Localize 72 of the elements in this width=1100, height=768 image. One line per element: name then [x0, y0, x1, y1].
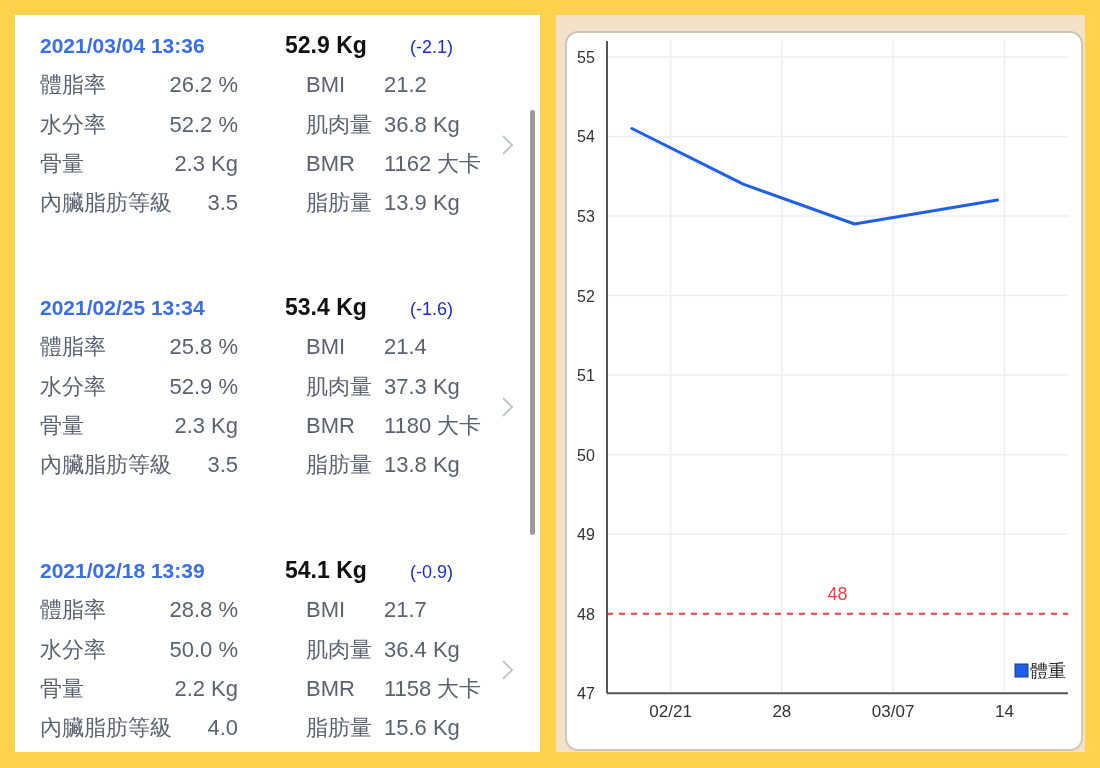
- text: 2021/03/04 13:36: [40, 34, 205, 57]
- text: BMR: [306, 150, 355, 176]
- y-tick-label: 54: [577, 128, 595, 146]
- text: 26.2 %: [169, 72, 238, 98]
- text: 水分率: [40, 111, 106, 137]
- x-tick-label: 14: [994, 702, 1014, 722]
- text: 54.1 Kg: [285, 557, 367, 583]
- text: 13.8 Kg: [384, 452, 460, 478]
- text: BMI: [306, 72, 346, 98]
- text: BMI: [306, 597, 346, 623]
- text: 1180 大卡: [384, 412, 482, 438]
- text: 52.2 %: [169, 111, 238, 137]
- text: 21.7: [384, 597, 427, 623]
- x-tick-label: 28: [772, 702, 792, 722]
- text: 50.0 %: [169, 636, 238, 662]
- text: (-0.9): [410, 562, 454, 582]
- text: 2021/02/25 13:34: [40, 296, 205, 319]
- text: 內臟脂肪等級: [40, 715, 172, 741]
- x-tick-label: 02/21: [649, 702, 692, 722]
- text: (-1.6): [410, 299, 454, 319]
- y-tick-label: 51: [577, 367, 595, 385]
- text: 13.9 Kg: [384, 190, 460, 216]
- text: 3.5: [207, 190, 238, 216]
- text: 2021/02/18 13:39: [40, 559, 205, 582]
- text: 體脂率: [40, 72, 106, 98]
- y-tick-label: 55: [577, 48, 595, 66]
- text: 52.9 Kg: [285, 32, 367, 58]
- text: (-2.1): [410, 37, 454, 57]
- text: BMR: [306, 412, 355, 438]
- text: 體脂率: [40, 597, 106, 623]
- text: 15.6 Kg: [384, 715, 460, 741]
- text: 肌肉量: [306, 373, 372, 399]
- text: 1162 大卡: [384, 150, 482, 176]
- text: 36.8 Kg: [384, 111, 460, 137]
- y-tick-label: 50: [577, 446, 595, 464]
- text: 37.3 Kg: [384, 373, 460, 399]
- text: 脂肪量: [306, 715, 372, 741]
- ref-line-label: 48: [827, 583, 848, 604]
- text: 水分率: [40, 636, 106, 662]
- text: 21.4: [384, 334, 427, 360]
- text: 骨量: [40, 675, 84, 701]
- y-tick-label: 52: [577, 287, 595, 305]
- text: 36.4 Kg: [384, 636, 460, 662]
- text: 內臟脂肪等級: [40, 190, 172, 216]
- text: 28.8 %: [169, 597, 238, 623]
- legend-label: 體重: [1030, 661, 1066, 681]
- text: 脂肪量: [306, 190, 372, 216]
- text: 25.8 %: [169, 334, 238, 360]
- text: 肌肉量: [306, 111, 372, 137]
- text: 骨量: [40, 412, 84, 438]
- y-tick-label: 53: [577, 208, 595, 226]
- text: 骨量: [40, 150, 84, 176]
- text: 53.4 Kg: [285, 294, 367, 320]
- text: 2.3 Kg: [174, 150, 238, 176]
- text: BMR: [306, 675, 355, 701]
- text: 21.2: [384, 72, 427, 98]
- text: 內臟脂肪等級: [40, 452, 172, 478]
- y-tick-label: 49: [577, 526, 595, 544]
- text: 肌肉量: [306, 636, 372, 662]
- text: 2.3 Kg: [174, 412, 238, 438]
- text: 1158 大卡: [384, 675, 482, 701]
- text: 4.0: [207, 715, 238, 741]
- x-tick-label: 03/07: [871, 702, 915, 722]
- y-tick-label: 47: [577, 685, 595, 703]
- text: 脂肪量: [306, 452, 372, 478]
- y-tick-label: 48: [577, 605, 595, 623]
- text: BMI: [306, 334, 346, 360]
- text: 3.5: [207, 452, 238, 478]
- text: 2.2 Kg: [174, 675, 238, 701]
- text: 水分率: [40, 373, 106, 399]
- text: 體脂率: [40, 334, 106, 360]
- text: 52.9 %: [169, 373, 238, 399]
